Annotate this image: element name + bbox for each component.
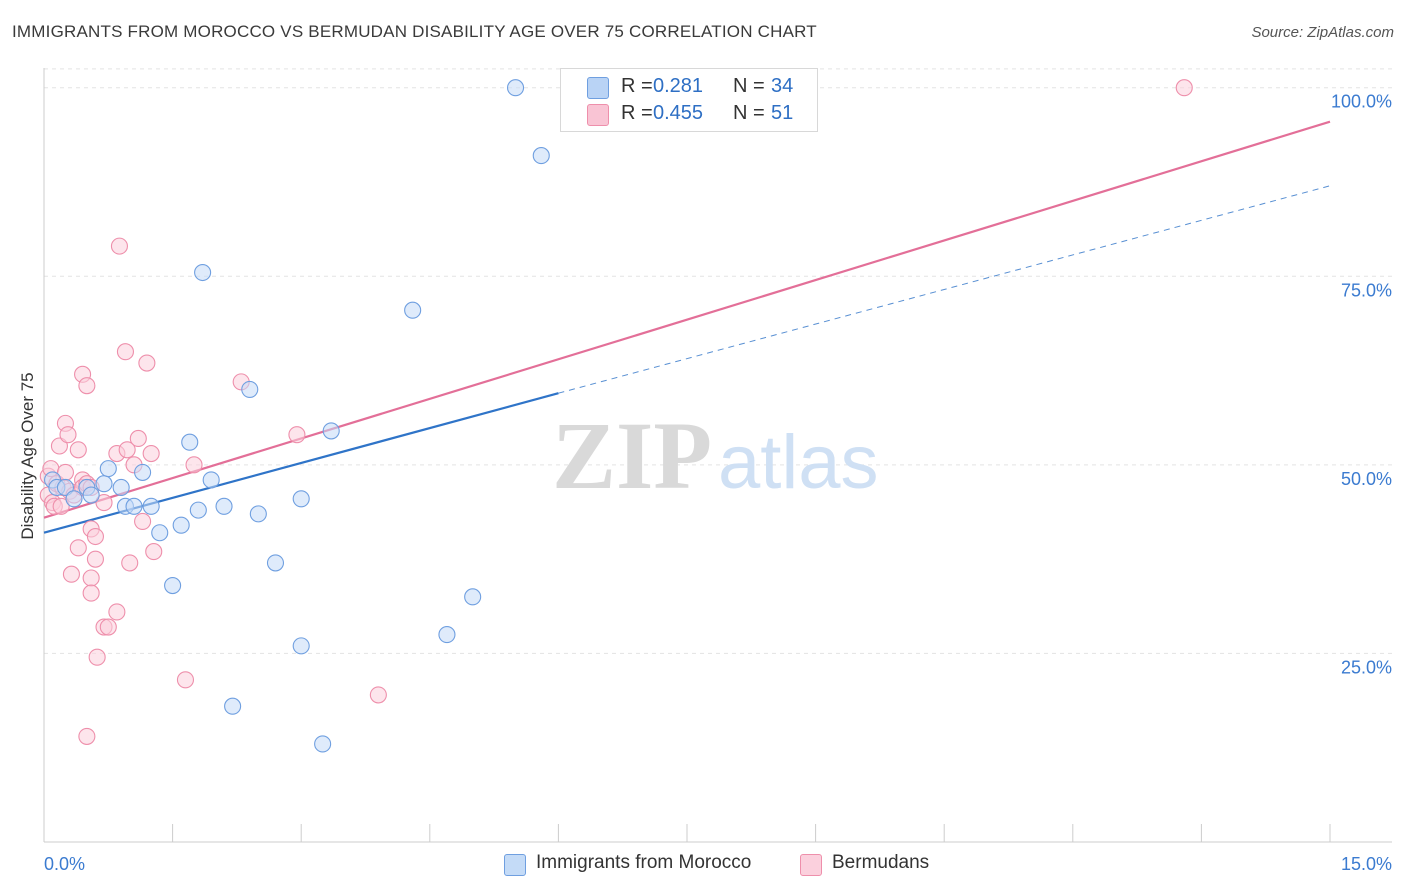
watermark-atlas: atlas <box>718 420 879 505</box>
data-point-morocco <box>125 497 143 515</box>
data-point-bermudans <box>88 648 106 666</box>
data-point-morocco <box>249 505 267 523</box>
data-point-bermudans <box>134 512 152 530</box>
data-point-morocco <box>241 380 259 398</box>
data-point-bermudans <box>176 671 195 689</box>
data-point-bermudans <box>129 429 147 448</box>
data-point-morocco <box>151 524 169 542</box>
data-point-morocco <box>506 79 525 97</box>
data-point-bermudans <box>95 494 113 512</box>
legend-r-label: R = <box>621 75 653 97</box>
data-point-bermudans <box>116 343 134 361</box>
data-point-bermudans <box>82 569 100 587</box>
data-point-bermudans <box>69 539 87 557</box>
trend-line-1 <box>43 120 1331 519</box>
data-point-morocco <box>95 475 113 493</box>
tick-labels: 25.0% 50.0% 75.0% 100.0% 0.0% 15.0% <box>44 92 1392 874</box>
data-points <box>39 79 1193 753</box>
legend: R = 0.281 N = 34 R = 0.455 N = 51 <box>560 68 818 132</box>
data-point-bermudans <box>185 456 203 474</box>
data-point-bermudans <box>121 554 139 572</box>
data-point-morocco <box>314 735 332 753</box>
data-point-bermudans <box>59 426 77 444</box>
data-point-morocco <box>189 501 207 519</box>
data-point-morocco <box>292 490 310 508</box>
data-point-morocco <box>164 576 182 595</box>
data-point-bermudans <box>52 497 70 515</box>
data-point-morocco <box>532 147 550 165</box>
data-point-bermudans <box>142 444 160 463</box>
data-point-morocco <box>215 497 233 515</box>
data-point-bermudans <box>138 354 156 372</box>
bottom-legend-label-morocco: Immigrants from Morocco <box>536 852 752 873</box>
axes <box>43 68 1392 843</box>
data-point-bermudans <box>369 686 387 704</box>
legend-swatch-bermudans <box>587 104 609 126</box>
source-label: Source: ZipAtlas.com <box>1251 24 1394 41</box>
y-tick-label: 100.0% <box>1331 92 1392 112</box>
data-point-bermudans <box>118 441 136 459</box>
y-tick-label: 50.0% <box>1341 469 1392 489</box>
bottom-legend-label-bermudans: Bermudans <box>832 852 930 873</box>
legend-n-label: N = <box>733 75 765 97</box>
data-point-morocco <box>202 471 220 489</box>
gridlines <box>44 68 1392 654</box>
y-tick-label: 75.0% <box>1341 280 1392 300</box>
data-point-bermudans <box>1175 79 1193 97</box>
data-point-bermudans <box>86 550 104 568</box>
data-point-bermudans <box>288 426 306 444</box>
data-point-morocco <box>56 478 74 497</box>
data-point-morocco <box>464 588 482 606</box>
data-point-morocco <box>266 554 285 572</box>
trend-line-dashed-0 <box>558 185 1331 394</box>
x-tick-label: 0.0% <box>44 854 85 874</box>
legend-r-value: 0.281 <box>653 75 704 97</box>
data-point-bermudans <box>110 237 128 255</box>
data-point-bermudans <box>86 527 104 546</box>
data-point-bermudans <box>50 437 68 455</box>
legend-n-value: 34 <box>771 75 794 97</box>
data-point-bermudans <box>145 543 163 561</box>
y-tick-label: 25.0% <box>1341 657 1392 677</box>
data-point-morocco <box>404 301 422 319</box>
data-point-morocco <box>181 433 199 451</box>
legend-r-value: 0.455 <box>653 102 704 124</box>
legend-r-label: R = <box>621 102 653 124</box>
legend-n-value: 51 <box>771 102 794 124</box>
data-point-bermudans <box>78 377 96 395</box>
data-point-morocco <box>224 697 242 715</box>
y-axis-label: Disability Age Over 75 <box>18 372 37 539</box>
data-point-bermudans <box>108 603 126 621</box>
data-point-bermudans <box>78 727 96 745</box>
data-point-morocco <box>172 516 190 534</box>
x-tick-label: 15.0% <box>1341 854 1392 874</box>
legend-swatch-morocco <box>587 77 609 99</box>
bottom-legend-swatch-bermudans <box>800 854 822 876</box>
data-point-morocco <box>99 460 117 478</box>
data-point-morocco <box>112 478 130 497</box>
data-point-morocco <box>82 486 100 504</box>
bottom-legend-swatch-morocco <box>504 854 526 876</box>
data-point-bermudans <box>99 618 117 636</box>
data-point-morocco <box>134 463 152 481</box>
chart-title: IMMIGRANTS FROM MOROCCO VS BERMUDAN DISA… <box>12 22 817 41</box>
data-point-morocco <box>292 637 310 655</box>
legend-n-label: N = <box>733 102 765 124</box>
data-point-morocco <box>65 490 83 508</box>
data-point-bermudans <box>62 565 80 583</box>
watermark-zip: ZIP <box>552 402 712 509</box>
data-point-morocco <box>142 497 160 515</box>
data-point-morocco <box>438 626 456 644</box>
data-point-morocco <box>322 422 340 440</box>
data-point-morocco <box>194 263 212 282</box>
data-point-bermudans <box>82 584 100 602</box>
data-point-bermudans <box>69 441 87 459</box>
